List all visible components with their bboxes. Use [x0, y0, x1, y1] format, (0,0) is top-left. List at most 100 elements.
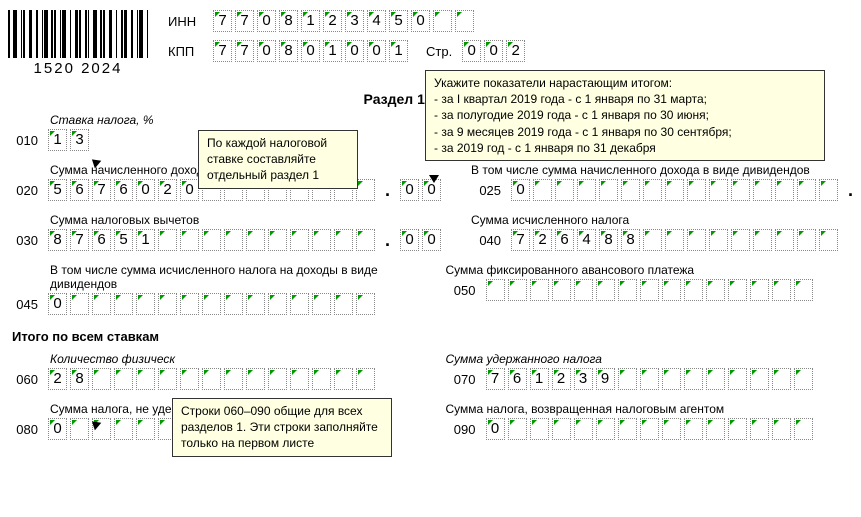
- input-cell[interactable]: [684, 368, 703, 390]
- input-cell[interactable]: 4: [367, 10, 386, 32]
- input-cell[interactable]: 7: [92, 179, 111, 201]
- input-cell[interactable]: [618, 418, 637, 440]
- input-cell[interactable]: 0: [257, 10, 276, 32]
- input-cell[interactable]: [356, 229, 375, 251]
- input-cell[interactable]: [268, 293, 287, 315]
- input-cell[interactable]: [643, 229, 662, 251]
- input-cell[interactable]: 6: [508, 368, 527, 390]
- cells-060[interactable]: 28: [48, 368, 375, 390]
- input-cell[interactable]: [665, 229, 684, 251]
- input-cell[interactable]: 8: [70, 368, 89, 390]
- input-cell[interactable]: 0: [422, 229, 441, 251]
- input-cell[interactable]: [158, 368, 177, 390]
- input-cell[interactable]: 1: [530, 368, 549, 390]
- input-cell[interactable]: 2: [323, 10, 342, 32]
- input-cell[interactable]: [640, 368, 659, 390]
- input-cell[interactable]: [334, 229, 353, 251]
- input-cell[interactable]: [552, 279, 571, 301]
- input-cell[interactable]: 6: [114, 179, 133, 201]
- input-cell[interactable]: 0: [257, 40, 276, 62]
- cells-030-int[interactable]: 87651: [48, 229, 375, 251]
- input-cell[interactable]: [794, 418, 813, 440]
- input-cell[interactable]: [684, 418, 703, 440]
- cells-025-int[interactable]: 0: [511, 179, 838, 201]
- input-cell[interactable]: [750, 418, 769, 440]
- input-cell[interactable]: [640, 418, 659, 440]
- input-cell[interactable]: [731, 229, 750, 251]
- input-cell[interactable]: [687, 229, 706, 251]
- input-cell[interactable]: [268, 368, 287, 390]
- input-cell[interactable]: [555, 179, 574, 201]
- input-cell[interactable]: [819, 179, 838, 201]
- input-cell[interactable]: [180, 368, 199, 390]
- input-cell[interactable]: [246, 368, 265, 390]
- input-cell[interactable]: [136, 368, 155, 390]
- input-cell[interactable]: [728, 279, 747, 301]
- input-cell[interactable]: [643, 179, 662, 201]
- input-cell[interactable]: 6: [70, 179, 89, 201]
- input-cell[interactable]: [530, 279, 549, 301]
- input-cell[interactable]: 7: [235, 40, 254, 62]
- input-cell[interactable]: [706, 279, 725, 301]
- input-cell[interactable]: [552, 418, 571, 440]
- cells-090[interactable]: 0: [486, 418, 813, 440]
- input-cell[interactable]: 0: [136, 179, 155, 201]
- input-cell[interactable]: [662, 368, 681, 390]
- input-cell[interactable]: 0: [345, 40, 364, 62]
- input-cell[interactable]: [202, 368, 221, 390]
- input-cell[interactable]: 9: [596, 368, 615, 390]
- input-cell[interactable]: 0: [400, 179, 419, 201]
- input-cell[interactable]: 0: [180, 179, 199, 201]
- input-cell[interactable]: [797, 179, 816, 201]
- input-cell[interactable]: [508, 418, 527, 440]
- input-cell[interactable]: [574, 418, 593, 440]
- input-cell[interactable]: [180, 229, 199, 251]
- input-cell[interactable]: [158, 229, 177, 251]
- input-cell[interactable]: 0: [411, 10, 430, 32]
- input-cell[interactable]: 0: [484, 40, 503, 62]
- input-cell[interactable]: 7: [511, 229, 530, 251]
- input-cell[interactable]: [772, 279, 791, 301]
- input-cell[interactable]: [114, 418, 133, 440]
- input-cell[interactable]: 7: [213, 40, 232, 62]
- input-cell[interactable]: [640, 279, 659, 301]
- input-cell[interactable]: [334, 368, 353, 390]
- input-cell[interactable]: 0: [486, 418, 505, 440]
- input-cell[interactable]: [334, 293, 353, 315]
- input-cell[interactable]: 5: [48, 179, 67, 201]
- input-cell[interactable]: [574, 279, 593, 301]
- input-cell[interactable]: [618, 279, 637, 301]
- input-cell[interactable]: [224, 368, 243, 390]
- input-cell[interactable]: [618, 368, 637, 390]
- input-cell[interactable]: 0: [48, 418, 67, 440]
- input-cell[interactable]: 5: [114, 229, 133, 251]
- cells-050[interactable]: [486, 279, 813, 301]
- input-cell[interactable]: 6: [555, 229, 574, 251]
- input-cell[interactable]: [312, 368, 331, 390]
- input-cell[interactable]: [753, 179, 772, 201]
- cells-045[interactable]: 0: [48, 293, 375, 315]
- input-cell[interactable]: 2: [533, 229, 552, 251]
- input-cell[interactable]: 7: [70, 229, 89, 251]
- input-cell[interactable]: 2: [48, 368, 67, 390]
- input-cell[interactable]: 1: [136, 229, 155, 251]
- input-cell[interactable]: [577, 179, 596, 201]
- input-cell[interactable]: [356, 368, 375, 390]
- input-cell[interactable]: [70, 418, 89, 440]
- input-cell[interactable]: 7: [235, 10, 254, 32]
- input-cell[interactable]: 1: [48, 129, 67, 151]
- input-cell[interactable]: 3: [345, 10, 364, 32]
- input-cell[interactable]: [750, 368, 769, 390]
- input-cell[interactable]: 0: [48, 293, 67, 315]
- input-cell[interactable]: 0: [301, 40, 320, 62]
- input-cell[interactable]: [246, 293, 265, 315]
- input-cell[interactable]: [662, 418, 681, 440]
- input-cell[interactable]: [728, 418, 747, 440]
- cells-010[interactable]: 13: [48, 129, 89, 151]
- input-cell[interactable]: 1: [389, 40, 408, 62]
- input-cell[interactable]: 2: [506, 40, 525, 62]
- input-cell[interactable]: [92, 293, 111, 315]
- input-cell[interactable]: [312, 293, 331, 315]
- input-cell[interactable]: [706, 368, 725, 390]
- input-cell[interactable]: [290, 229, 309, 251]
